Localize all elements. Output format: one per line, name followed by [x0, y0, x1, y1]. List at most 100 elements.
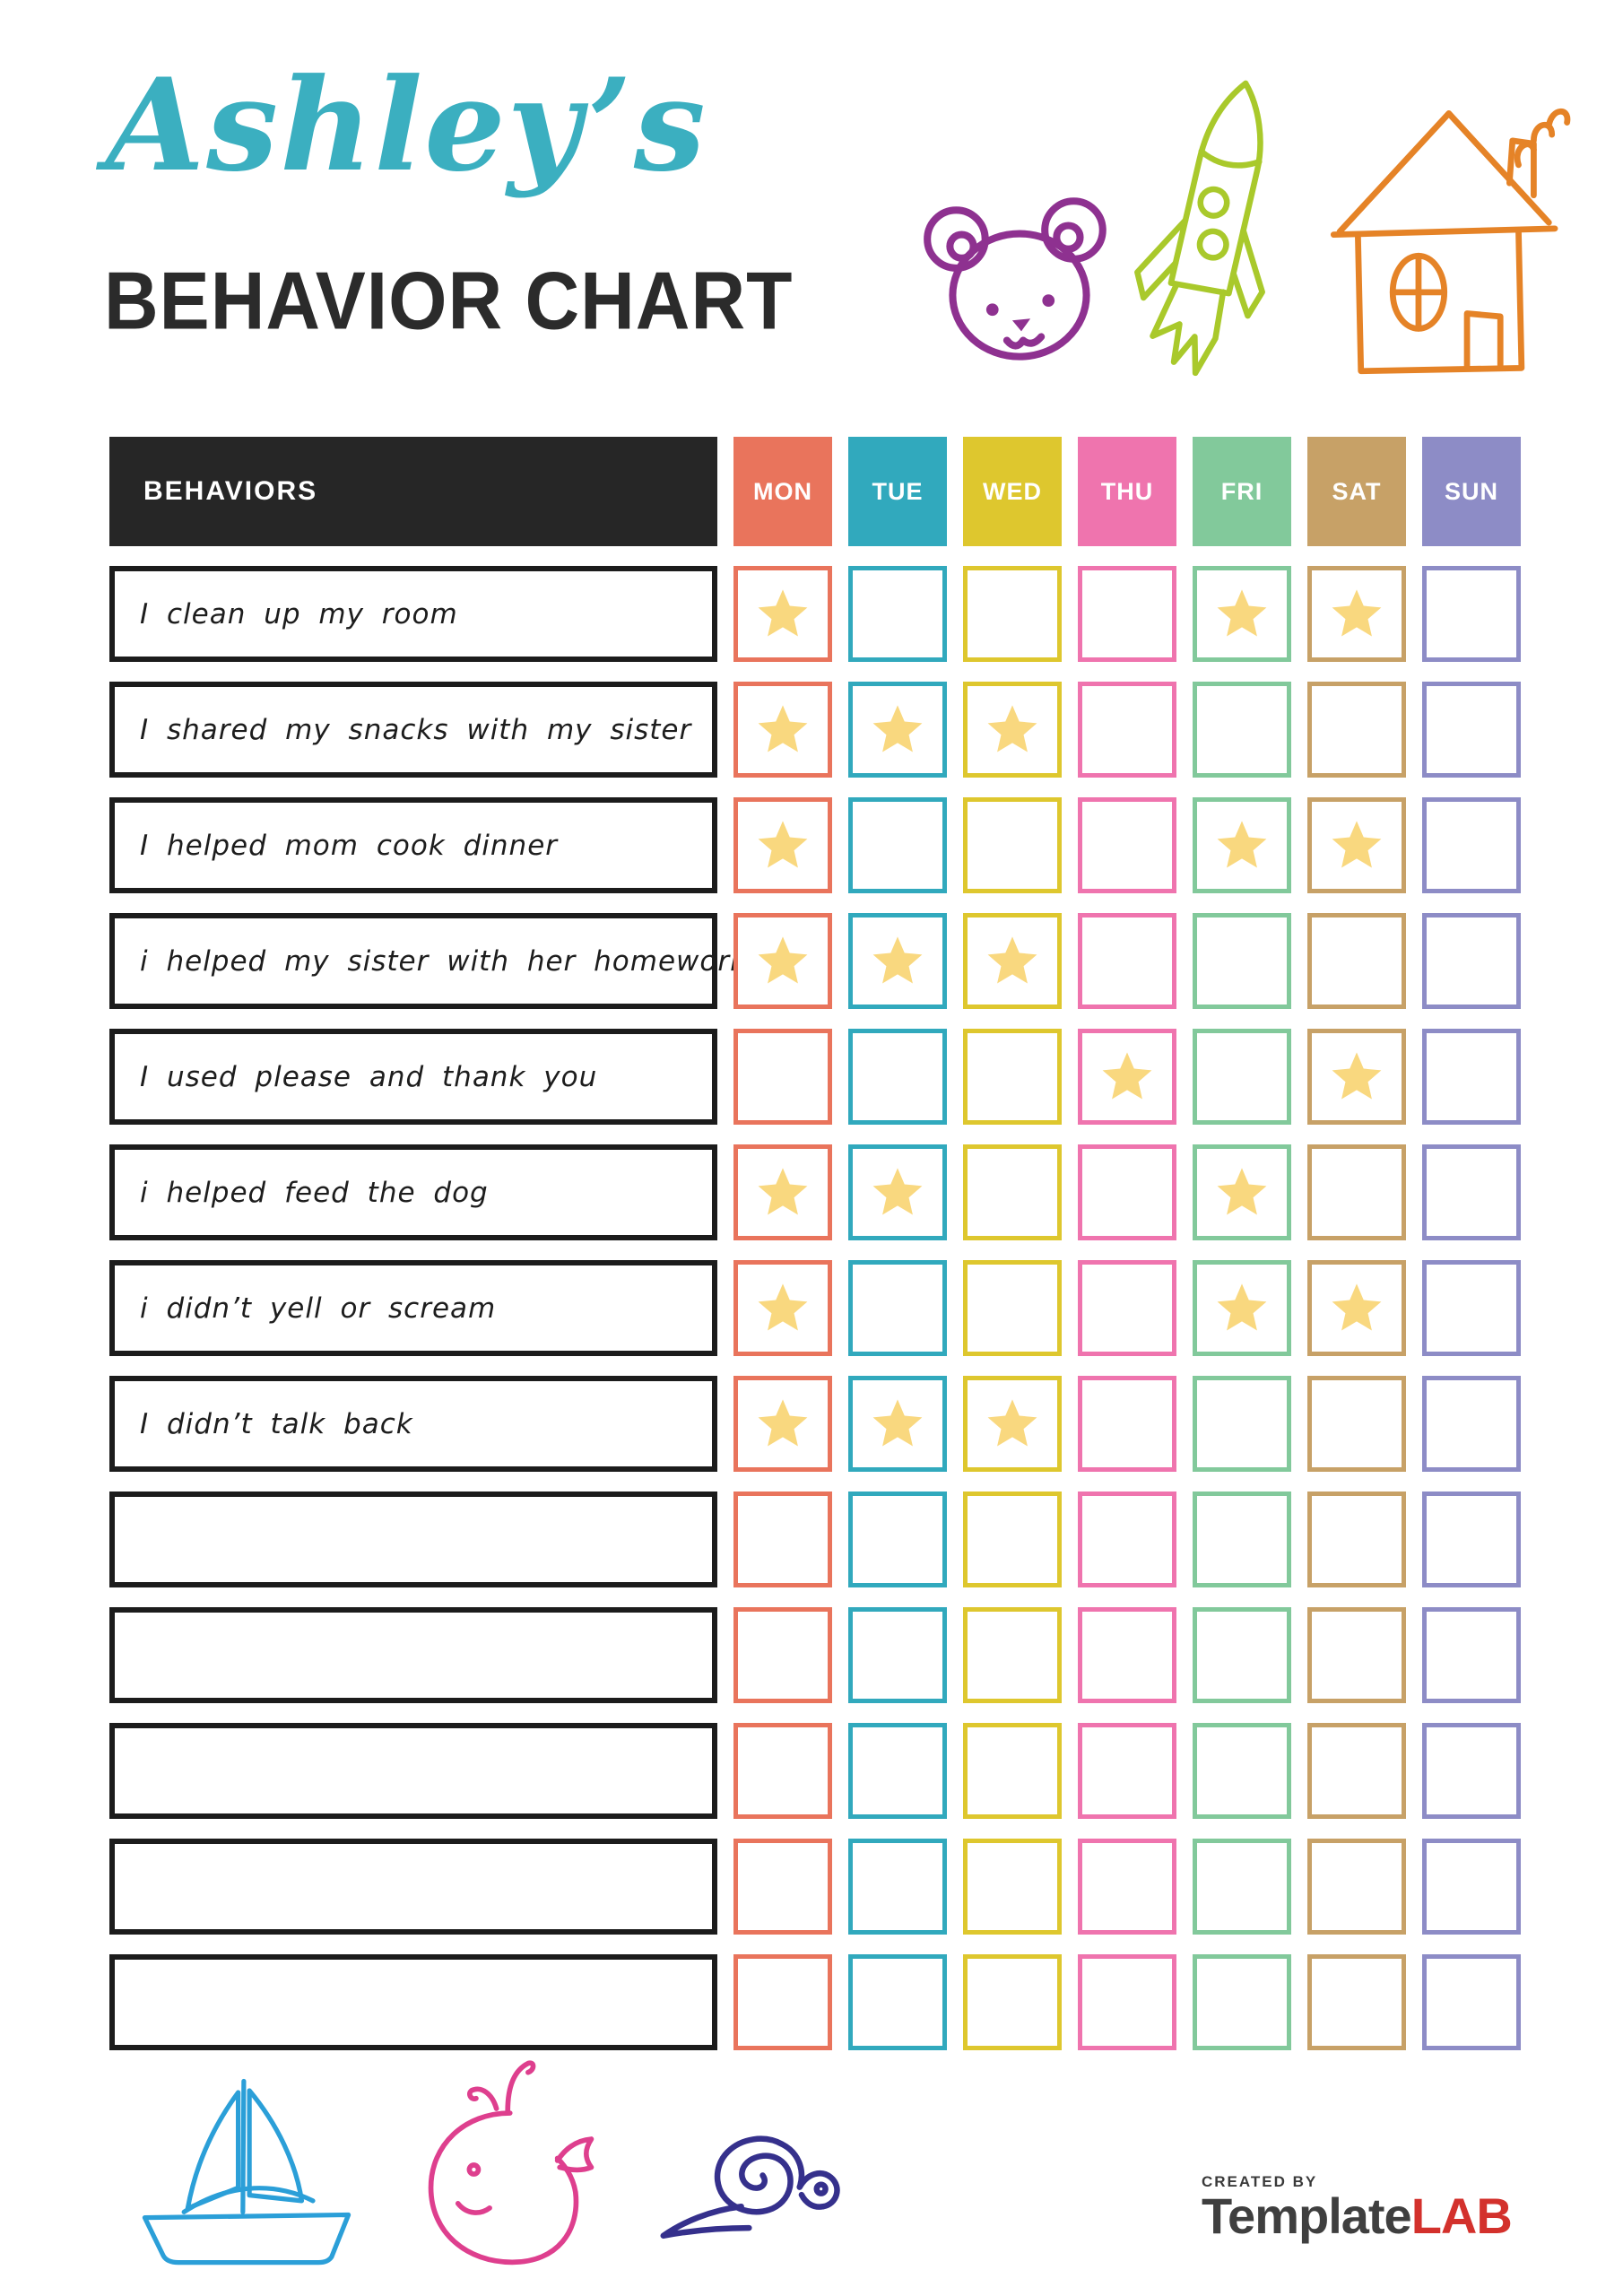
behavior-label-row1: I clean up my room: [109, 566, 717, 662]
cell-row8-sun: [1422, 1376, 1521, 1472]
brand-lab-text: LAB: [1410, 2187, 1513, 2244]
cell-row7-tue: [848, 1260, 947, 1356]
rocket-doodle-icon: [1098, 56, 1327, 399]
cell-row8-wed: [963, 1376, 1062, 1472]
star-icon: [872, 704, 923, 752]
cell-row4-fri: [1193, 913, 1291, 1009]
cell-row3-mon: [733, 797, 832, 893]
house-doodle-icon: [1315, 86, 1571, 389]
behaviors-column-header: BEHAVIORS: [109, 437, 717, 546]
cell-row10-thu: [1078, 1607, 1176, 1703]
cell-row6-fri: [1193, 1144, 1291, 1240]
cell-row1-fri: [1193, 566, 1291, 662]
cell-row4-wed: [963, 913, 1062, 1009]
cell-row9-fri: [1193, 1492, 1291, 1587]
behavior-label-row4: i helped my sister with her homework: [109, 913, 746, 1009]
bear-doodle-icon: [907, 190, 1133, 380]
star-icon: [1217, 820, 1267, 867]
child-name-title: Ashley’s: [106, 51, 707, 200]
cell-row12-mon: [733, 1839, 832, 1935]
cell-row1-mon: [733, 566, 832, 662]
cell-row2-fri: [1193, 682, 1291, 778]
cell-row10-sun: [1422, 1607, 1521, 1703]
star-icon: [758, 1398, 808, 1446]
star-icon: [872, 1398, 923, 1446]
star-icon: [987, 935, 1037, 983]
star-icon: [758, 1167, 808, 1214]
cell-row8-thu: [1078, 1376, 1176, 1472]
cell-row11-thu: [1078, 1723, 1176, 1819]
created-by-label: CREATED BY: [1202, 2173, 1318, 2190]
star-icon: [758, 820, 808, 867]
cell-row4-thu: [1078, 913, 1176, 1009]
cell-row11-sun: [1422, 1723, 1521, 1819]
cell-row11-sat: [1307, 1723, 1406, 1819]
star-icon: [987, 704, 1037, 752]
cell-row13-mon: [733, 1954, 832, 2050]
star-icon: [1332, 820, 1382, 867]
cell-row10-wed: [963, 1607, 1062, 1703]
day-header-wed: WED: [963, 437, 1062, 546]
cell-row8-mon: [733, 1376, 832, 1472]
behavior-label-row2: I shared my snacks with my sister: [109, 682, 717, 778]
cell-row7-sun: [1422, 1260, 1521, 1356]
cell-row1-tue: [848, 566, 947, 662]
cell-row2-wed: [963, 682, 1062, 778]
cell-row5-fri: [1193, 1029, 1291, 1125]
templatelab-logo: CREATED BY TemplateLAB: [1202, 2173, 1513, 2244]
cell-row9-thu: [1078, 1492, 1176, 1587]
cell-row7-wed: [963, 1260, 1062, 1356]
cell-row9-tue: [848, 1492, 947, 1587]
cell-row5-sun: [1422, 1029, 1521, 1125]
brand-template-text: Template: [1202, 2187, 1412, 2244]
cell-row3-tue: [848, 797, 947, 893]
cell-row2-tue: [848, 682, 947, 778]
cell-row8-sat: [1307, 1376, 1406, 1472]
star-icon: [872, 935, 923, 983]
cell-row10-sat: [1307, 1607, 1406, 1703]
star-icon: [1102, 1051, 1152, 1099]
behavior-label-row3: I helped mom cook dinner: [109, 797, 717, 893]
cell-row7-mon: [733, 1260, 832, 1356]
star-icon: [1217, 1167, 1267, 1214]
cell-row5-sat: [1307, 1029, 1406, 1125]
cell-row6-mon: [733, 1144, 832, 1240]
cell-row12-wed: [963, 1839, 1062, 1935]
cell-row6-sat: [1307, 1144, 1406, 1240]
cell-row1-wed: [963, 566, 1062, 662]
cell-row9-mon: [733, 1492, 832, 1587]
cell-row1-sun: [1422, 566, 1521, 662]
cell-row5-thu: [1078, 1029, 1176, 1125]
cell-row2-sun: [1422, 682, 1521, 778]
cell-row11-tue: [848, 1723, 947, 1819]
star-icon: [1217, 588, 1267, 636]
cell-row13-sun: [1422, 1954, 1521, 2050]
behavior-label-row11: [109, 1723, 717, 1819]
cell-row13-fri: [1193, 1954, 1291, 2050]
cell-row1-sat: [1307, 566, 1406, 662]
cell-row3-sun: [1422, 797, 1521, 893]
cell-row10-fri: [1193, 1607, 1291, 1703]
cell-row2-mon: [733, 682, 832, 778]
day-header-sun: SUN: [1422, 437, 1521, 546]
behavior-label-row5: I used please and thank you: [109, 1029, 717, 1125]
cell-row3-fri: [1193, 797, 1291, 893]
cell-row12-sun: [1422, 1839, 1521, 1935]
cell-row11-mon: [733, 1723, 832, 1819]
page-title: BEHAVIOR CHART: [104, 255, 794, 347]
cell-row10-tue: [848, 1607, 947, 1703]
behavior-label-row8: I didn’t talk back: [109, 1376, 717, 1472]
cell-row13-sat: [1307, 1954, 1406, 2050]
cell-row5-wed: [963, 1029, 1062, 1125]
cell-row9-sat: [1307, 1492, 1406, 1587]
cell-row8-fri: [1193, 1376, 1291, 1472]
behavior-label-row12: [109, 1839, 717, 1935]
behavior-label-row13: [109, 1954, 717, 2050]
cell-row4-sat: [1307, 913, 1406, 1009]
cell-row13-thu: [1078, 1954, 1176, 2050]
star-icon: [758, 1283, 808, 1330]
star-icon: [1217, 1283, 1267, 1330]
behavior-label-row6: i helped feed the dog: [109, 1144, 717, 1240]
cell-row4-mon: [733, 913, 832, 1009]
